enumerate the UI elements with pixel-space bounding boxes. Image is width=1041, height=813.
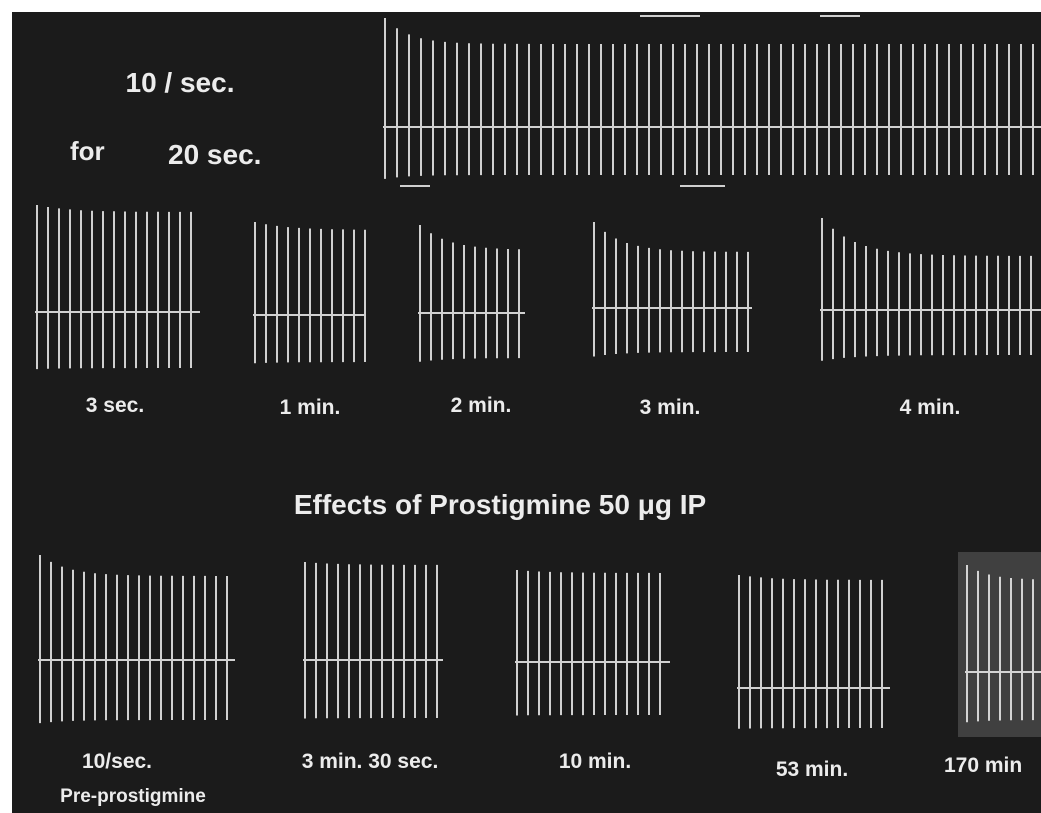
background <box>12 12 1041 813</box>
prostigmine-label: 10 min. <box>559 750 631 773</box>
recovery-label: 1 min. <box>280 396 341 419</box>
pre-prostigmine-note: Pre-prostigmine <box>60 786 206 807</box>
figure-title: Effects of Prostigmine 50 μg IP <box>294 489 706 520</box>
duration-label: 20 sec. <box>168 139 261 170</box>
prostigmine-label: 53 min. <box>776 758 848 781</box>
prostigmine-label: 170 min <box>944 754 1022 777</box>
recovery-label: 3 sec. <box>86 394 144 417</box>
recovery-label: 4 min. <box>900 396 961 419</box>
recovery-label: 3 min. <box>640 396 701 419</box>
page: 10 / sec. for 20 sec. 3 sec. 1 min. 2 mi… <box>0 0 1041 813</box>
prostigmine-label: 3 min. 30 sec. <box>302 750 439 773</box>
prostigmine-label: 10/sec. <box>82 750 152 773</box>
rate-label: 10 / sec. <box>126 67 235 98</box>
figure: 10 / sec. for 20 sec. 3 sec. 1 min. 2 mi… <box>0 0 1041 813</box>
recovery-label: 2 min. <box>451 394 512 417</box>
for-label: for <box>70 136 105 166</box>
